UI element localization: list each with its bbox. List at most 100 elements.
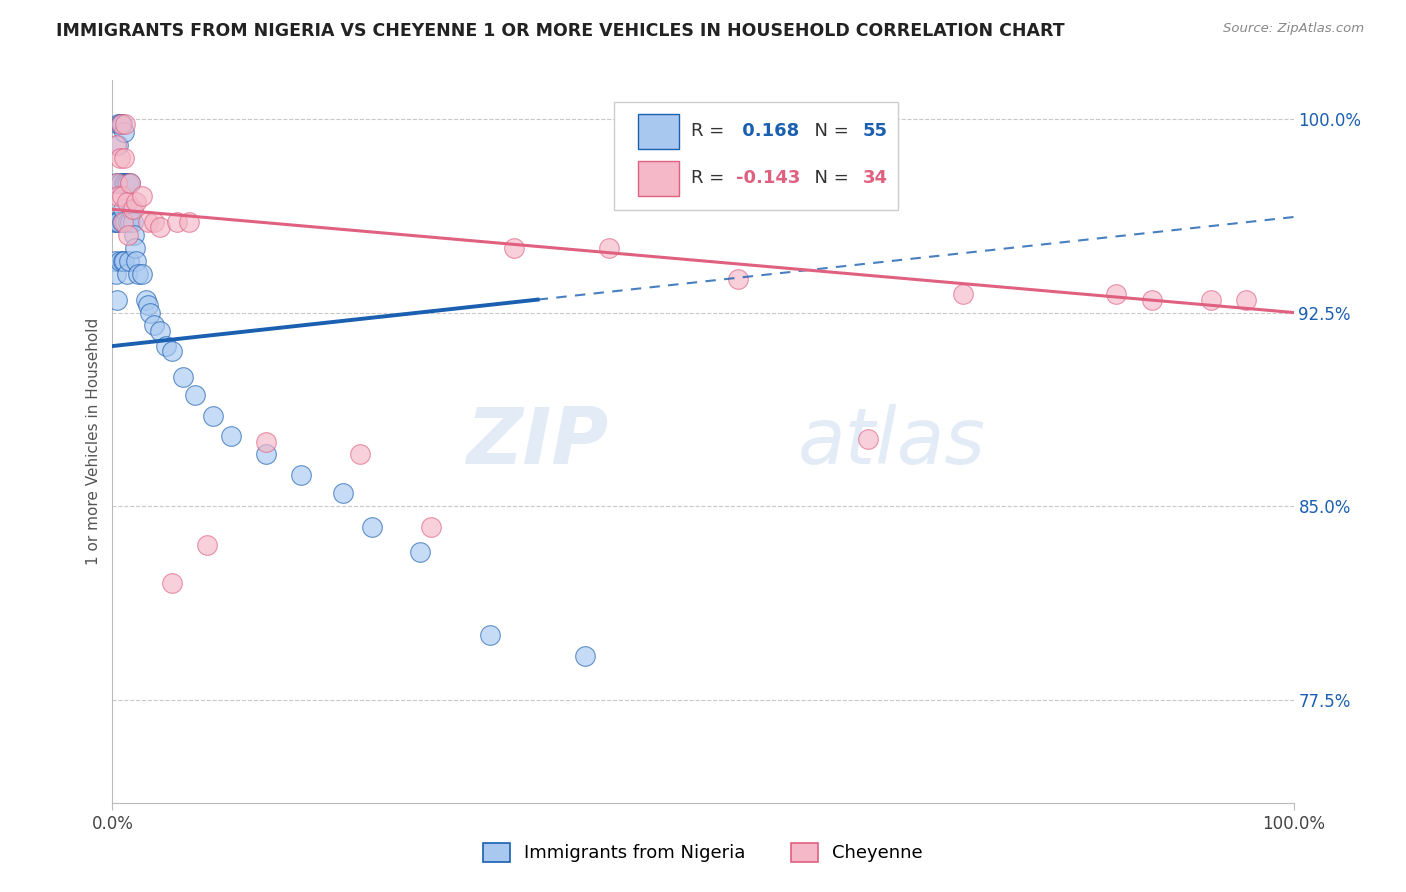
Point [105, 177, 128, 191]
Point [254, 434, 277, 449]
Text: N =: N = [803, 169, 855, 186]
Point [332, 486, 354, 500]
Point [598, 241, 620, 255]
Point [1234, 293, 1257, 307]
Point [114, 215, 136, 229]
Point [112, 125, 135, 139]
Point [117, 215, 139, 229]
Point [290, 468, 312, 483]
Point [114, 117, 136, 131]
Text: ZIP: ZIP [467, 403, 609, 480]
Text: -0.143: -0.143 [737, 169, 800, 186]
Point [160, 344, 183, 359]
Point [112, 215, 135, 229]
Text: atlas: atlas [797, 403, 986, 480]
Point [115, 177, 138, 191]
Y-axis label: 1 or more Vehicles in Household: 1 or more Vehicles in Household [86, 318, 101, 566]
Point [121, 202, 143, 217]
Point [254, 447, 277, 461]
Point [107, 215, 129, 229]
Point [127, 267, 149, 281]
Point [108, 177, 131, 191]
Point [112, 253, 135, 268]
Point [120, 215, 142, 229]
Point [858, 432, 880, 446]
Point [120, 177, 142, 191]
Point [110, 177, 132, 191]
Point [114, 177, 136, 191]
Point [952, 287, 974, 301]
Point [104, 253, 127, 268]
Point [112, 177, 135, 191]
Point [105, 177, 128, 191]
Text: Source: ZipAtlas.com: Source: ZipAtlas.com [1223, 22, 1364, 36]
Point [139, 305, 162, 319]
Point [131, 189, 153, 203]
FancyBboxPatch shape [638, 161, 679, 196]
FancyBboxPatch shape [614, 102, 898, 211]
Point [122, 228, 145, 243]
Point [108, 117, 131, 131]
Point [160, 576, 183, 591]
Point [124, 241, 146, 255]
Text: 0.168: 0.168 [737, 122, 800, 140]
Text: R =: R = [692, 169, 730, 186]
Point [120, 177, 142, 191]
Point [107, 189, 129, 203]
Point [408, 545, 430, 559]
Point [361, 519, 384, 533]
Text: N =: N = [803, 122, 855, 140]
Point [120, 202, 142, 217]
Point [105, 293, 128, 307]
Point [727, 272, 749, 286]
Point [201, 409, 224, 423]
Text: IMMIGRANTS FROM NIGERIA VS CHEYENNE 1 OR MORE VEHICLES IN HOUSEHOLD CORRELATION : IMMIGRANTS FROM NIGERIA VS CHEYENNE 1 OR… [56, 22, 1064, 40]
FancyBboxPatch shape [638, 114, 679, 149]
Point [110, 117, 132, 131]
Point [420, 519, 443, 533]
Point [105, 215, 128, 229]
Text: R =: R = [692, 122, 730, 140]
Point [112, 253, 135, 268]
Point [105, 137, 128, 152]
Point [179, 215, 201, 229]
Point [149, 220, 172, 235]
Point [111, 215, 134, 229]
Point [155, 339, 177, 353]
Point [118, 253, 141, 268]
Point [103, 215, 125, 229]
Point [1199, 293, 1222, 307]
Point [136, 215, 159, 229]
Point [149, 324, 172, 338]
Point [503, 241, 526, 255]
Point [131, 267, 153, 281]
Point [349, 447, 371, 461]
Point [1105, 287, 1128, 301]
Point [142, 318, 165, 333]
Point [125, 194, 148, 209]
Point [111, 117, 134, 131]
Point [108, 253, 131, 268]
Point [117, 177, 139, 191]
Text: 55: 55 [862, 122, 887, 140]
Point [195, 538, 218, 552]
Point [112, 202, 135, 217]
Point [184, 388, 207, 402]
Point [142, 215, 165, 229]
Point [110, 117, 132, 131]
Point [117, 228, 139, 243]
Legend: Immigrants from Nigeria, Cheyenne: Immigrants from Nigeria, Cheyenne [475, 836, 931, 870]
Point [479, 628, 502, 642]
Point [135, 293, 157, 307]
Point [1140, 293, 1163, 307]
Point [219, 429, 242, 443]
Point [172, 370, 194, 384]
Point [111, 189, 134, 203]
Point [136, 298, 159, 312]
Point [115, 194, 138, 209]
Point [125, 253, 148, 268]
Point [108, 151, 131, 165]
Text: 34: 34 [862, 169, 887, 186]
Point [115, 267, 138, 281]
Point [112, 151, 135, 165]
